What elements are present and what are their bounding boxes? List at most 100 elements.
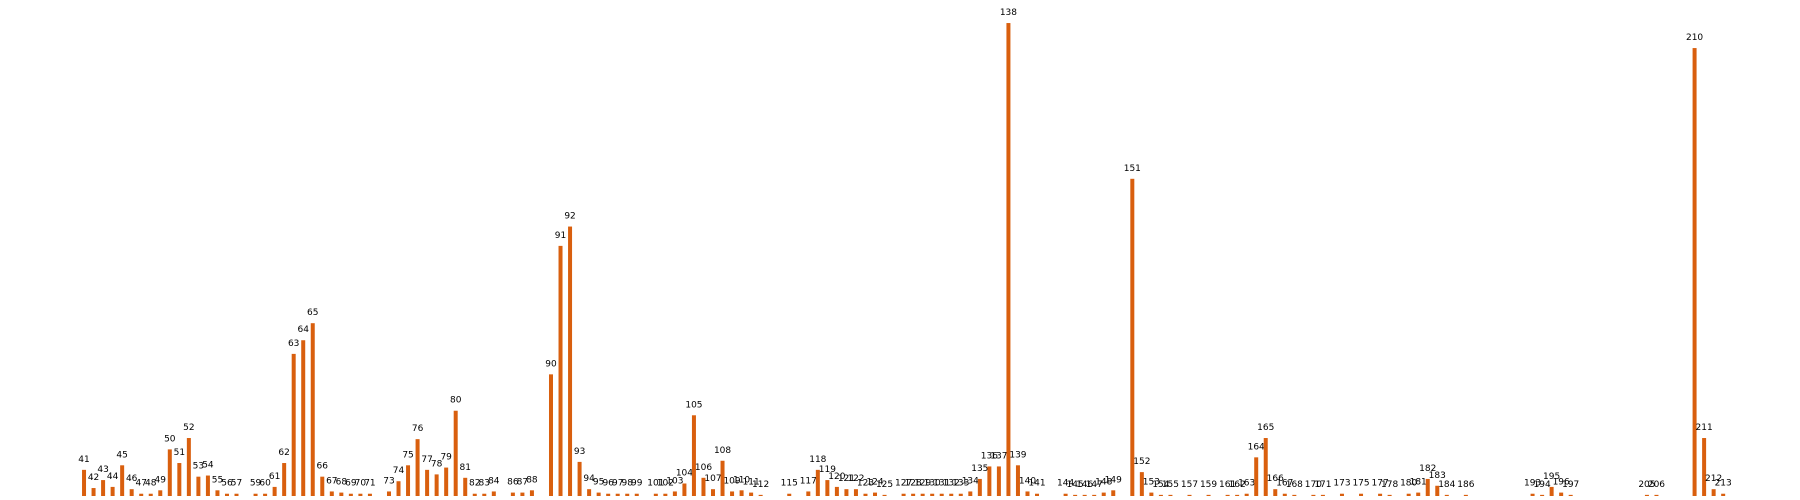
bar [739, 490, 744, 496]
bar [339, 492, 344, 496]
bar [1254, 457, 1259, 496]
bar [1035, 493, 1040, 496]
bar [1540, 494, 1545, 496]
bar-label: 136 [981, 451, 998, 461]
bar [949, 493, 954, 496]
bar [472, 493, 477, 496]
bar-label: 70 [355, 479, 367, 489]
bar-label: 193 [1524, 479, 1541, 489]
bar [558, 245, 563, 496]
bar [1654, 494, 1659, 496]
bar-label: 117 [800, 476, 817, 486]
bar-label: 69 [345, 479, 357, 489]
bar-label: 128 [905, 479, 922, 489]
bar-label: 43 [97, 465, 108, 475]
bar-label: 194 [1534, 480, 1551, 490]
bar [253, 493, 258, 496]
bar-label: 82 [469, 479, 480, 489]
bar-label: 132 [943, 479, 960, 489]
bar-label: 182 [1419, 464, 1436, 474]
bar-label: 76 [412, 424, 424, 434]
bar [291, 353, 296, 496]
bar-label: 111 [743, 478, 760, 488]
bar [196, 476, 201, 496]
bar [415, 439, 420, 496]
bar [853, 489, 858, 496]
bar-label: 41 [78, 455, 89, 465]
bar [663, 493, 668, 496]
bar [453, 410, 458, 496]
bar [1711, 489, 1716, 496]
bar [825, 480, 830, 496]
bar [806, 491, 811, 496]
bar-label: 135 [971, 464, 988, 474]
bar [158, 490, 163, 496]
bar [529, 490, 534, 496]
bar [1025, 491, 1030, 496]
bar [1168, 494, 1173, 496]
bar [82, 469, 87, 496]
bar-label: 124 [866, 478, 883, 488]
bar-label: 63 [288, 339, 299, 349]
bar [301, 340, 306, 496]
bar [1273, 489, 1278, 496]
bar [396, 481, 401, 496]
bar [491, 491, 496, 496]
bar-label: 95 [593, 478, 604, 488]
bar [139, 493, 144, 496]
bar [110, 486, 115, 496]
bar-label: 139 [1009, 450, 1026, 460]
bar [711, 489, 716, 496]
bar-label: 61 [269, 472, 280, 482]
bar-label: 107 [704, 474, 721, 484]
bar [234, 493, 239, 496]
bar-label: 168 [1286, 480, 1303, 490]
bar-label: 153 [1143, 478, 1160, 488]
bar-label: 105 [685, 400, 702, 410]
bar-label: 177 [1372, 479, 1389, 489]
bar [510, 492, 515, 496]
bar [186, 438, 191, 496]
bar-label: 175 [1352, 479, 1369, 489]
bar-label: 110 [733, 475, 750, 485]
bar-label: 195 [1543, 472, 1560, 482]
bar [310, 323, 315, 496]
bar [920, 493, 925, 496]
bar-label: 152 [1133, 457, 1150, 467]
bar [1463, 494, 1468, 496]
bar-label: 130 [924, 479, 941, 489]
bar [968, 491, 973, 496]
bar-label: 99 [631, 479, 643, 489]
bar [1435, 485, 1440, 496]
bar [434, 474, 439, 496]
bar [129, 489, 134, 496]
bar-label: 133 [952, 479, 969, 489]
bar [1702, 438, 1707, 496]
bar-label: 104 [676, 468, 693, 478]
bar-label: 137 [990, 451, 1007, 461]
bar-label: 162 [1229, 480, 1246, 490]
bar [1568, 494, 1573, 496]
bar [682, 483, 687, 496]
bar-label: 147 [1086, 480, 1103, 490]
bar-label: 102 [657, 479, 674, 489]
bar [996, 466, 1001, 496]
bar-label: 144 [1057, 479, 1074, 489]
bar [358, 493, 363, 496]
bar [263, 493, 268, 496]
bar [672, 491, 677, 496]
bar [101, 480, 106, 496]
bar-label: 112 [752, 480, 769, 490]
bar-label: 170 [1305, 480, 1322, 490]
bar-label: 197 [1562, 480, 1579, 490]
bar [730, 491, 735, 496]
bar-label: 79 [440, 453, 452, 463]
bar [863, 493, 868, 496]
bar-label: 211 [1696, 423, 1713, 433]
bar [930, 493, 935, 496]
bar-label: 78 [431, 459, 443, 469]
bar [844, 489, 849, 496]
bar-label: 93 [574, 447, 585, 457]
bar-label: 205 [1638, 480, 1655, 490]
bar-label: 106 [695, 463, 712, 473]
